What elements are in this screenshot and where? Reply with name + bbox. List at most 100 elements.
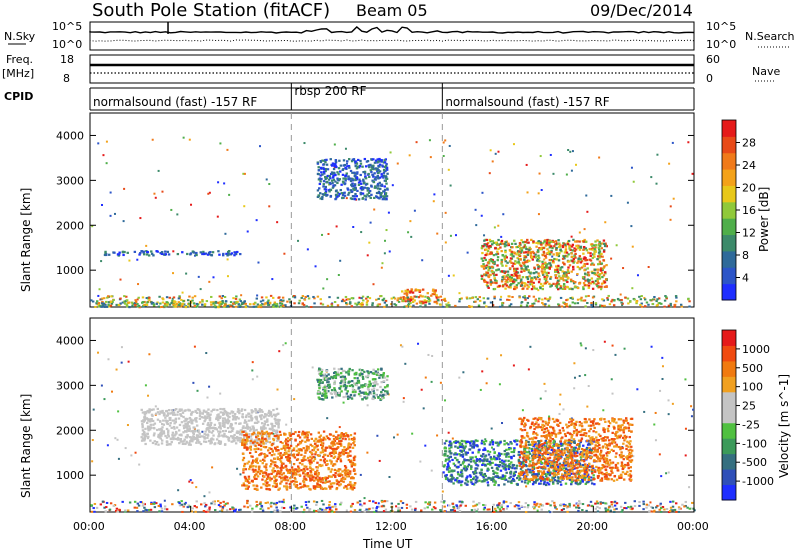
heatmap-cell	[610, 300, 613, 303]
heatmap-cell	[342, 486, 346, 489]
heatmap-cell	[482, 267, 486, 270]
heatmap-cell	[296, 465, 300, 468]
heatmap-cell	[539, 287, 542, 290]
heatmap-cell	[130, 454, 133, 457]
heatmap-cell	[583, 272, 587, 275]
heatmap-cell	[551, 261, 555, 264]
heatmap-cell	[271, 469, 274, 472]
heatmap-cell	[257, 261, 260, 264]
heatmap-cell	[277, 435, 280, 438]
heatmap-cell	[505, 279, 508, 282]
heatmap-cell	[587, 251, 590, 254]
heatmap-cell	[535, 245, 538, 248]
heatmap-cell	[359, 473, 362, 476]
heatmap-cell	[559, 287, 562, 290]
heatmap-cell	[231, 410, 235, 414]
heatmap-cell	[564, 243, 567, 246]
heatmap-cell	[142, 301, 145, 304]
heatmap-cell	[591, 287, 595, 290]
heatmap-cell	[313, 456, 316, 459]
heatmap-cell	[439, 295, 443, 298]
heatmap-cell	[444, 139, 447, 142]
heatmap-cell	[551, 464, 555, 467]
heatmap-cell	[445, 439, 448, 443]
colorbar-swatch	[722, 185, 736, 203]
heatmap-cell	[552, 439, 556, 442]
heatmap-cell	[329, 475, 332, 478]
heatmap-cell	[383, 188, 387, 191]
heatmap-cell	[296, 458, 300, 461]
heatmap-cell	[198, 414, 202, 418]
heatmap-cell	[328, 377, 331, 380]
heatmap-cell	[342, 192, 345, 195]
heatmap-cell	[345, 509, 348, 512]
heatmap-cell	[333, 143, 336, 146]
heatmap-cell	[333, 382, 336, 386]
heatmap-cell	[288, 457, 292, 460]
heatmap-cell	[485, 248, 488, 251]
heatmap-cell	[378, 170, 382, 173]
heatmap-cell	[244, 426, 247, 429]
heatmap-cell	[105, 162, 108, 165]
heatmap-cell	[360, 304, 363, 307]
heatmap-cell	[345, 475, 349, 478]
heatmap-cell	[468, 305, 471, 308]
heatmap-cell	[254, 444, 257, 447]
heatmap-cell	[564, 471, 567, 474]
heatmap-cell	[597, 282, 600, 285]
heatmap-cell	[582, 287, 585, 291]
heatmap-cell	[123, 302, 127, 305]
heatmap-cell	[273, 453, 276, 456]
heatmap-cell	[533, 302, 536, 305]
heatmap-cell	[290, 480, 293, 483]
heatmap-cell	[565, 305, 569, 308]
heatmap-cell	[243, 434, 246, 437]
heatmap-cell	[369, 371, 373, 374]
heatmap-cell	[358, 164, 362, 168]
heatmap-cell	[343, 450, 346, 453]
heatmap-cell	[164, 253, 168, 256]
heatmap-cell	[183, 420, 186, 423]
heatmap-cell	[526, 301, 530, 304]
heatmap-cell	[240, 433, 244, 436]
heatmap-cell	[576, 286, 580, 290]
heatmap-cell	[334, 190, 338, 193]
heatmap-cell	[629, 300, 632, 303]
heatmap-cell	[331, 376, 335, 380]
heatmap-cell	[328, 433, 332, 436]
heatmap-cell	[378, 303, 382, 306]
heatmap-cell	[198, 441, 201, 444]
heatmap-cell	[189, 479, 192, 482]
heatmap-cell	[525, 248, 528, 251]
heatmap-cell	[360, 186, 363, 189]
heatmap-cell	[517, 260, 520, 263]
heatmap-cell	[217, 181, 220, 184]
heatmap-cell	[552, 282, 555, 285]
heatmap-cell	[269, 414, 272, 417]
heatmap-cell	[318, 464, 321, 467]
heatmap-cell	[671, 402, 674, 405]
heatmap-cell	[615, 244, 618, 247]
heatmap-cell	[358, 303, 362, 306]
heatmap-cell	[188, 441, 191, 444]
heatmap-cell	[323, 394, 326, 397]
heatmap-cell	[282, 344, 285, 347]
heatmap-cell	[242, 172, 245, 175]
heatmap-cell	[591, 296, 595, 299]
heatmap-cell	[267, 414, 270, 417]
heatmap-cell	[321, 233, 324, 236]
heatmap-cell	[504, 280, 507, 283]
heatmap-cell	[591, 305, 594, 308]
heatmap-cell	[561, 442, 564, 446]
heatmap-cell	[484, 253, 487, 257]
heatmap-cell	[497, 247, 500, 251]
heatmap-cell	[264, 453, 267, 457]
heatmap-cell	[575, 482, 579, 485]
heatmap-cell	[305, 445, 309, 448]
colorbar-tick-label: 24	[742, 159, 756, 172]
heatmap-cell	[331, 396, 334, 399]
heatmap-cell	[528, 246, 531, 249]
heatmap-cell	[368, 241, 371, 244]
heatmap-cell	[199, 442, 203, 446]
heatmap-cell	[313, 439, 316, 442]
